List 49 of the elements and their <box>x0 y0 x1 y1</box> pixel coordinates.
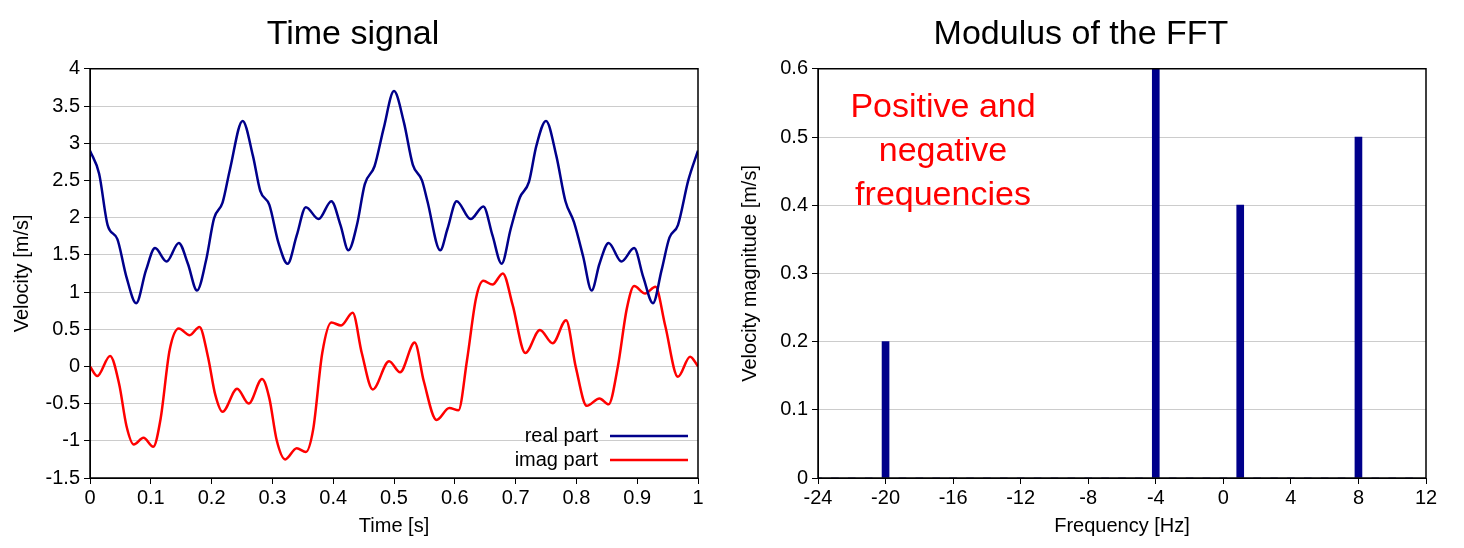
y-tick-label: 0.1 <box>780 397 809 420</box>
y-tick-label: -1 <box>62 428 81 451</box>
x-tick-label: -8 <box>1079 485 1098 508</box>
legend-label: real part <box>524 423 599 446</box>
y-tick-label: 0.5 <box>780 124 809 147</box>
y-tick-label: 2 <box>68 205 80 228</box>
x-tick-label: 12 <box>1414 485 1438 508</box>
x-tick-label: 0.7 <box>501 485 530 508</box>
y-tick-label: 1.5 <box>52 242 81 265</box>
x-tick-label: 1 <box>692 485 704 508</box>
chart-title: Modulus of the FFT <box>933 12 1229 51</box>
y-tick-label: 0 <box>68 353 80 376</box>
x-tick-label: 0.5 <box>380 485 408 508</box>
annotation: Positive and negative frequencies <box>850 86 1036 213</box>
y-tick-label: 0.5 <box>52 316 81 339</box>
x-tick-label: -16 <box>938 485 968 508</box>
y-axis-title: Velocity [m/s] <box>9 214 32 333</box>
x-tick-label: 0.9 <box>623 485 652 508</box>
y-tick-label: -1.5 <box>45 465 81 488</box>
y-tick-label: 1 <box>68 279 80 302</box>
x-tick-label: 0 <box>1217 485 1229 508</box>
y-tick-label: 0.6 <box>780 56 809 79</box>
x-tick-label: 8 <box>1352 485 1365 508</box>
x-tick-label: 0.6 <box>440 485 469 508</box>
y-tick-label: -0.5 <box>45 391 81 414</box>
y-tick-label: 3.5 <box>52 93 81 116</box>
y-tick-label: 0.2 <box>780 329 809 352</box>
x-tick-label: -12 <box>1006 485 1036 508</box>
x-tick-label: -4 <box>1146 485 1165 508</box>
x-tick-label: 0.8 <box>562 485 591 508</box>
y-tick-label: 2.5 <box>52 167 81 190</box>
legend-label: imag part <box>514 447 599 470</box>
x-tick-label: 0.3 <box>258 485 287 508</box>
x-axis-title: Frequency [Hz] <box>1054 513 1190 536</box>
y-tick-label: 0 <box>796 465 808 488</box>
x-tick-label: 4 <box>1285 485 1297 508</box>
x-tick-label: 0.1 <box>136 485 165 508</box>
y-axis-title: Velocity magnitude [m/s] <box>737 165 760 382</box>
x-tick-label: -24 <box>803 485 833 508</box>
x-tick-label: 0.4 <box>319 485 348 508</box>
y-tick-label: 0.3 <box>780 260 809 283</box>
x-tick-label: 0.2 <box>197 485 226 508</box>
y-tick-label: 4 <box>68 56 80 79</box>
y-tick-label: 3 <box>68 130 80 153</box>
y-tick-label: 0.4 <box>780 192 809 215</box>
x-axis-title: Time [s] <box>358 513 430 536</box>
chart-title: Time signal <box>266 12 440 51</box>
x-tick-label: -20 <box>871 485 901 508</box>
x-tick-label: 0 <box>84 485 96 508</box>
